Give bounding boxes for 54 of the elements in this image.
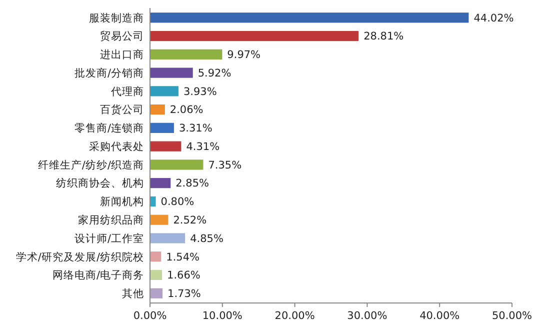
x-tick-label: 40.00%	[420, 310, 460, 322]
data-label: 7.35%	[208, 159, 242, 172]
data-label: 0.80%	[160, 196, 194, 208]
y-tick-label: 新闻机构	[100, 195, 144, 208]
bar	[150, 270, 162, 280]
y-tick-label: 代理商	[110, 84, 144, 98]
y-tick-label: 服装制造商	[89, 11, 144, 24]
bar	[150, 196, 156, 207]
y-tick-label: 学术/研究及发展/纺织院校	[16, 250, 144, 264]
x-tick-label: 30.00%	[347, 310, 388, 322]
data-label: 1.66%	[167, 270, 200, 282]
x-tick-label: 20.00%	[274, 310, 315, 322]
data-label: 1.54%	[166, 251, 200, 264]
y-tick-label: 其他	[122, 287, 144, 300]
y-tick-label: 设计师/工作室	[74, 232, 144, 245]
data-label: 2.85%	[176, 178, 210, 190]
data-label: 9.97%	[227, 49, 261, 62]
x-tick-label: 0.00%	[133, 310, 167, 322]
data-label: 1.73%	[168, 288, 201, 300]
data-label: 2.06%	[170, 104, 204, 116]
data-label: 3.93%	[183, 86, 217, 98]
bar	[150, 49, 222, 60]
y-tick-label: 零售商/连锁商	[74, 122, 144, 135]
data-label: 28.81%	[364, 30, 404, 43]
y-tick-label: 批发商/分销商	[74, 66, 144, 80]
y-tick-label: 进出口商	[100, 48, 144, 62]
y-tick-label: 贸易公司	[100, 30, 144, 43]
x-tick-label: 10.00%	[202, 310, 242, 322]
data-label: 4.85%	[190, 232, 224, 245]
bar	[150, 252, 162, 262]
bar	[150, 141, 182, 152]
y-tick-label: 纺织商协会、机构	[56, 176, 144, 190]
bar	[150, 104, 165, 115]
bar	[150, 214, 168, 225]
bar	[150, 86, 178, 96]
x-tick-label: 50.00%	[492, 310, 532, 322]
bar	[150, 160, 204, 170]
y-tick-label: 家用纺织品商	[78, 214, 144, 227]
data-label: 3.31%	[178, 122, 212, 135]
data-label: 4.31%	[186, 140, 220, 153]
bar	[150, 68, 193, 78]
data-label: 5.92%	[198, 67, 232, 80]
data-label: 44.02%	[474, 12, 514, 24]
bar	[150, 233, 186, 244]
y-tick-label: 百货公司	[100, 104, 144, 116]
data-label: 2.52%	[173, 214, 207, 227]
y-tick-label: 纤维生产/纺纱/织造商	[38, 158, 144, 172]
y-tick-label: 网络电商/电子商务	[52, 268, 144, 282]
bar	[150, 12, 469, 23]
bar	[150, 178, 171, 188]
bar	[150, 30, 359, 42]
y-tick-label: 采购代表处	[89, 140, 144, 153]
bar	[150, 288, 163, 298]
bar	[150, 122, 174, 133]
